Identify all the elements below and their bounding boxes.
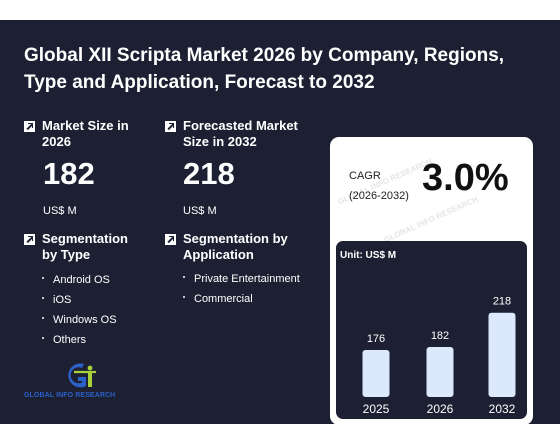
bar-2026	[426, 346, 454, 397]
bar-chart-svg: 176 2025 182 2026 218 2032	[362, 296, 516, 416]
seg-type-label: Segmentation by Type	[42, 231, 128, 262]
arrow-up-right-icon	[24, 121, 35, 132]
arrow-up-right-icon	[165, 234, 176, 245]
logo-mark-icon	[68, 363, 96, 388]
bar-2032	[488, 312, 516, 397]
data-label-2026: 182	[431, 330, 449, 342]
cagr-value: 3.0%	[422, 157, 509, 199]
bar-2025	[362, 350, 390, 397]
arrow-up-right-icon	[165, 121, 176, 132]
page-title: Global XII Scripta Market 2026 by Compan…	[24, 45, 505, 93]
forecast-heading: Forecasted Market Size in 2032	[165, 118, 315, 150]
tick-label-2032: 2032	[489, 402, 516, 416]
infographic-panel: Global XII Scripta Market 2026 by Compan…	[0, 20, 560, 425]
list-item: iOS	[42, 290, 117, 310]
data-label-2025: 176	[367, 333, 385, 345]
seg-app-label: Segmentation by Application	[183, 231, 288, 262]
chart-unit-label: Unit: US$ M	[340, 250, 397, 261]
cagr-label: CAGR (2026-2032)	[349, 170, 409, 202]
bar-chart: Unit: US$ M 176 2025 182 2026 218 2032	[336, 241, 527, 419]
forecast-value: 218	[183, 156, 235, 191]
list-item: Windows OS	[42, 310, 117, 330]
arrow-up-right-icon	[24, 234, 35, 245]
market-size-heading: Market Size in 2026	[24, 118, 144, 150]
list-item: Android OS	[42, 270, 117, 290]
market-size-label: Market Size in 2026	[42, 118, 129, 149]
logo-text: GLOBAL INFO RESEARCH	[24, 392, 116, 399]
list-item: Commercial	[183, 289, 300, 309]
market-size-unit: US$ M	[43, 205, 77, 217]
seg-app-list: Private Entertainment Commercial	[183, 269, 300, 309]
list-item: Private Entertainment	[183, 269, 300, 289]
data-label-2032: 218	[493, 296, 511, 308]
seg-type-heading: Segmentation by Type	[24, 231, 144, 263]
tick-label-2026: 2026	[427, 402, 454, 416]
tick-label-2025: 2025	[363, 402, 390, 416]
market-size-value: 182	[43, 156, 95, 191]
seg-type-list: Android OS iOS Windows OS Others	[42, 270, 117, 350]
forecast-label: Forecasted Market Size in 2032	[183, 118, 298, 149]
forecast-unit: US$ M	[183, 205, 217, 217]
list-item: Others	[42, 330, 117, 350]
cagr-card: GLOBAL INFO RESEARCH GLOBAL INFO RESEARC…	[330, 137, 533, 425]
seg-app-heading: Segmentation by Application	[165, 231, 295, 263]
company-logo: GLOBAL INFO RESEARCH	[24, 360, 144, 404]
